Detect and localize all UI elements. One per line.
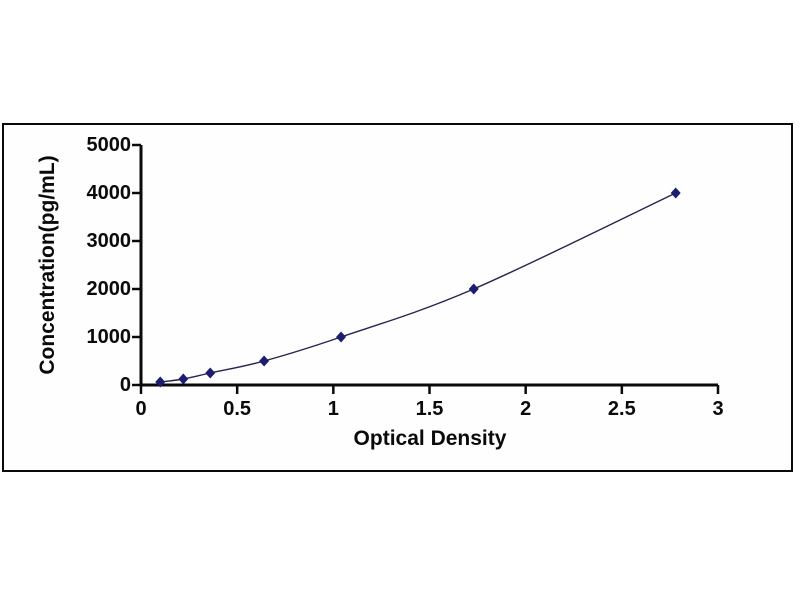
plot-panel — [2, 123, 793, 472]
standard-curve-line — [160, 192, 677, 383]
y-tick-label: 4000 — [86, 182, 132, 204]
x-tick-label: 1 — [327, 398, 339, 420]
data-point-marker — [468, 283, 479, 295]
y-tick-label: 5000 — [86, 134, 132, 156]
y-axis-title: Concentration(pg/mL) — [36, 155, 59, 375]
y-tick-label: 1000 — [86, 326, 132, 348]
x-tick-label: 2 — [520, 398, 532, 420]
data-point-marker — [178, 373, 189, 385]
axis-spine — [139, 145, 718, 387]
x-tick-label: 2.5 — [607, 398, 636, 420]
data-point-marker — [259, 355, 270, 367]
data-point-marker — [205, 367, 216, 379]
data-point-marker — [670, 187, 681, 199]
x-tick-label: 3 — [712, 398, 724, 420]
data-point-marker — [155, 376, 166, 388]
y-tick-label: 3000 — [86, 230, 132, 252]
x-axis-title: Optical Density — [353, 427, 507, 450]
y-tick-label: 2000 — [86, 278, 132, 300]
x-tick-label: 1.5 — [415, 398, 444, 420]
x-tick-label: 0 — [135, 398, 147, 420]
data-point-marker — [336, 331, 347, 343]
y-tick-label: 0 — [119, 374, 131, 396]
x-tick-label: 0.5 — [223, 398, 252, 420]
